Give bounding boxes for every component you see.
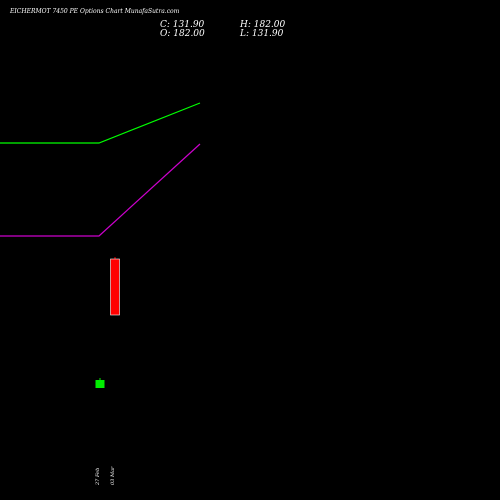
close-value: C: 131.90: [160, 20, 205, 30]
high-value: H: 182.00: [240, 20, 286, 30]
x-tick-label: 27 Feb: [95, 468, 101, 486]
candle-body-27-feb: [95, 380, 105, 388]
x-tick-label: 03 Mar: [110, 466, 116, 485]
series-line-2: [0, 143, 201, 237]
series-line-1: [0, 102, 201, 144]
candle-body-03-mar: [110, 258, 120, 316]
chart-title: EICHERMOT 7450 PE Options Chart MunafaSu…: [10, 8, 180, 15]
open-value: O: 182.00: [160, 29, 205, 39]
low-value: L: 131.90: [240, 29, 284, 39]
